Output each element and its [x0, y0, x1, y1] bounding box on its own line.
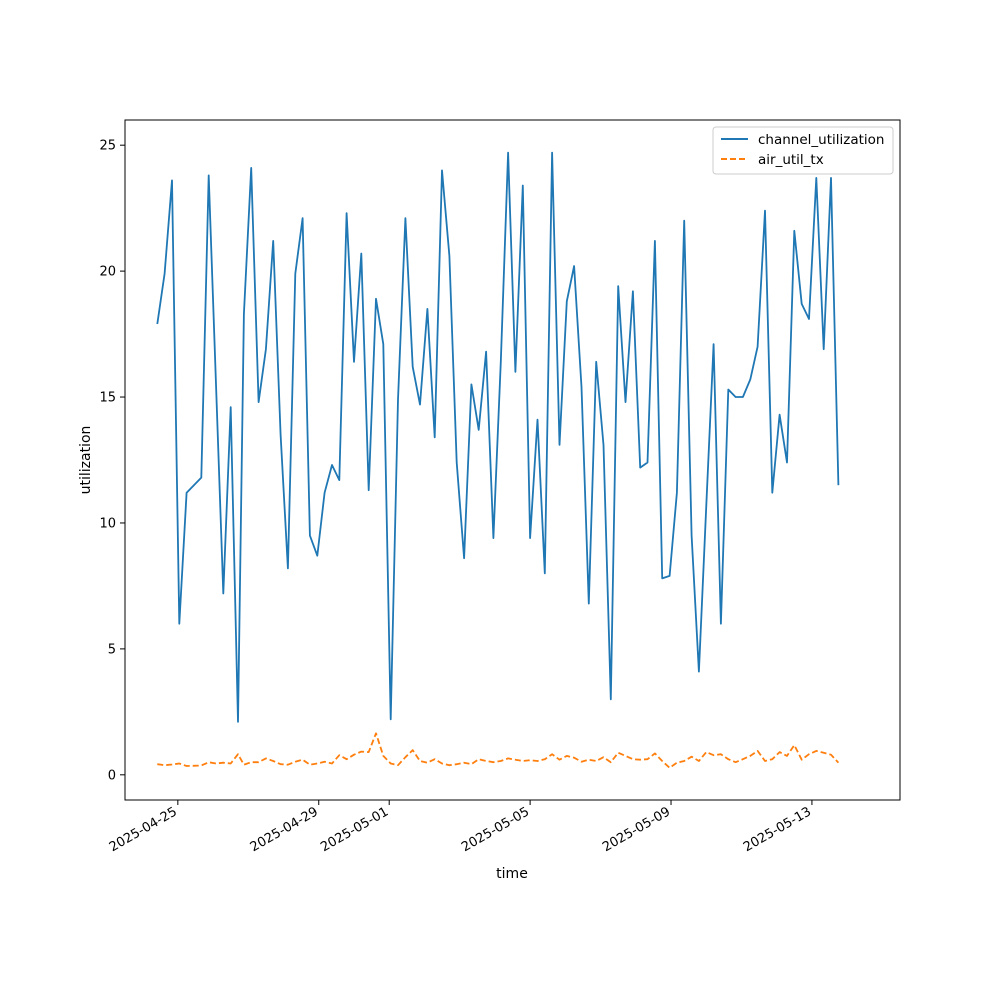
y-axis: 0 5 10 15 20 25	[99, 139, 125, 783]
series-line-air-util-tx	[157, 732, 840, 769]
legend-label-channel-utilization: channel_utilization	[758, 132, 885, 148]
legend-label-air-util-tx: air_util_tx	[758, 152, 824, 168]
y-axis-label: utilization	[78, 426, 94, 495]
y-tick-label: 25	[99, 139, 116, 154]
plot-area	[124, 119, 901, 801]
y-tick-label: 10	[99, 516, 116, 531]
x-axis-label: time	[496, 866, 528, 882]
legend-box	[712, 126, 894, 175]
legend: channel_utilization air_util_tx	[712, 126, 894, 175]
y-tick-label: 15	[99, 391, 116, 406]
y-tick-label: 0	[108, 768, 116, 783]
y-tick-label: 20	[99, 265, 116, 280]
series-layer	[156, 151, 840, 769]
axes-frame	[124, 119, 901, 801]
y-tick-label: 5	[108, 642, 116, 657]
series-line-channel-utilization	[156, 151, 840, 723]
